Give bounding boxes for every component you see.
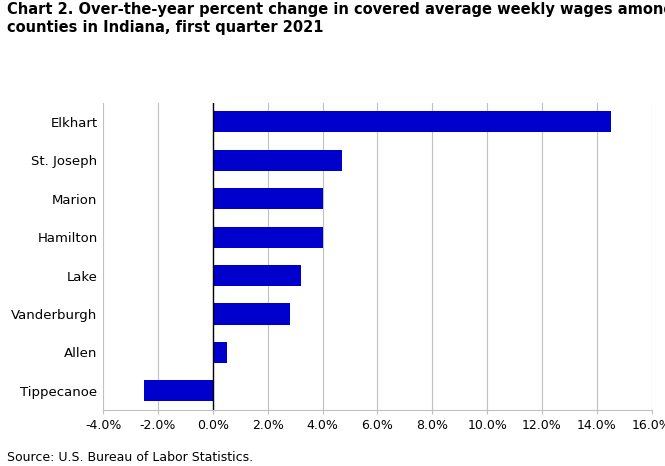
Bar <box>144 380 213 401</box>
Bar <box>213 303 289 324</box>
Bar <box>213 265 301 286</box>
Bar <box>213 111 610 132</box>
Text: Chart 2. Over-the-year percent change in covered average weekly wages among  the: Chart 2. Over-the-year percent change in… <box>7 2 665 35</box>
Text: Source: U.S. Bureau of Labor Statistics.: Source: U.S. Bureau of Labor Statistics. <box>7 451 253 464</box>
Bar <box>213 150 342 171</box>
Bar <box>213 188 323 209</box>
Bar <box>213 226 323 247</box>
Bar <box>213 342 227 363</box>
